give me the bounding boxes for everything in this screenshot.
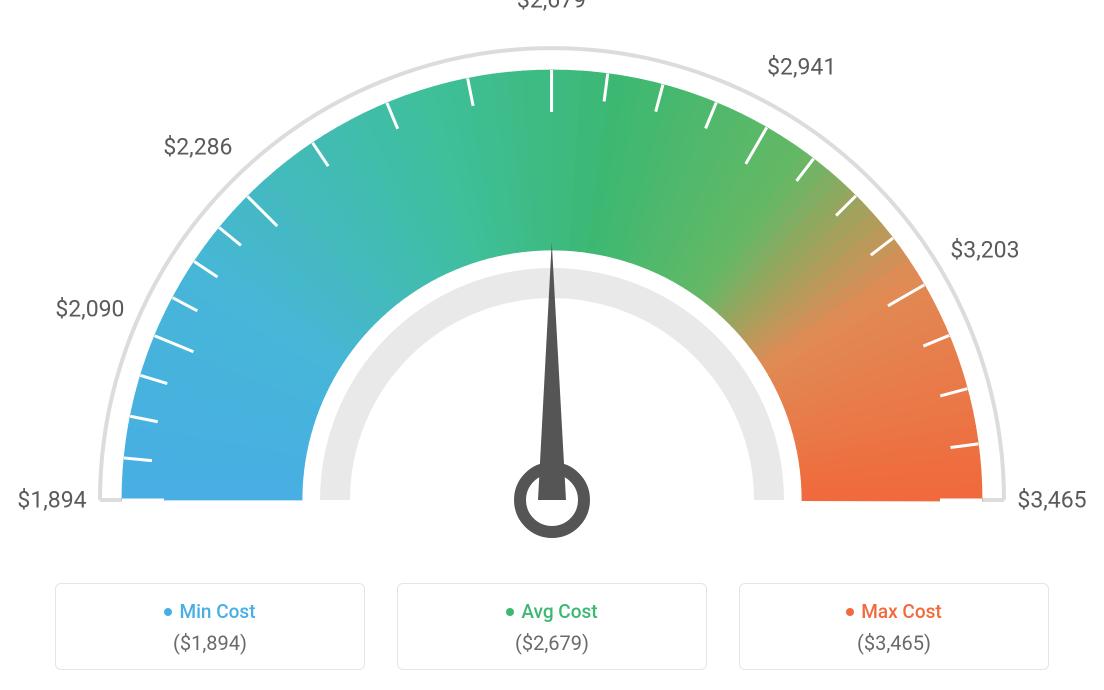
gauge-tick-label: $3,465 — [1017, 487, 1086, 514]
legend-bullet-max — [846, 608, 854, 616]
gauge-svg — [0, 0, 1104, 560]
gauge-tick-label: $2,090 — [55, 296, 124, 323]
legend-title-min: Min Cost — [76, 600, 344, 623]
legend-value-avg: ($2,679) — [418, 631, 686, 655]
legend-card-avg: Avg Cost ($2,679) — [397, 583, 707, 670]
gauge-tick-label: $1,894 — [17, 487, 86, 514]
gauge-tick-label: $2,286 — [163, 133, 232, 160]
legend-title-min-text: Min Cost — [179, 600, 255, 623]
legend-bullet-avg — [506, 608, 514, 616]
legend-title-max-text: Max Cost — [861, 600, 941, 623]
legend-card-max: Max Cost ($3,465) — [739, 583, 1049, 670]
gauge-tick-label: $2,941 — [767, 53, 836, 80]
legend-value-max: ($3,465) — [760, 631, 1028, 655]
legend-card-min: Min Cost ($1,894) — [55, 583, 365, 670]
gauge-container: $1,894 $2,090 $2,286 $2,679 $2,941 $3,203 $3,4… — [0, 0, 1104, 560]
gauge-tick-label: $2,679 — [517, 0, 586, 14]
legend-title-max: Max Cost — [760, 600, 1028, 623]
gauge-tick-label: $3,203 — [950, 236, 1019, 263]
legend-title-avg-text: Avg Cost — [521, 600, 597, 623]
legend-title-avg: Avg Cost — [418, 600, 686, 623]
legend-value-min: ($1,894) — [76, 631, 344, 655]
legend-row: Min Cost ($1,894) Avg Cost ($2,679) Max … — [0, 583, 1104, 670]
legend-bullet-min — [164, 608, 172, 616]
